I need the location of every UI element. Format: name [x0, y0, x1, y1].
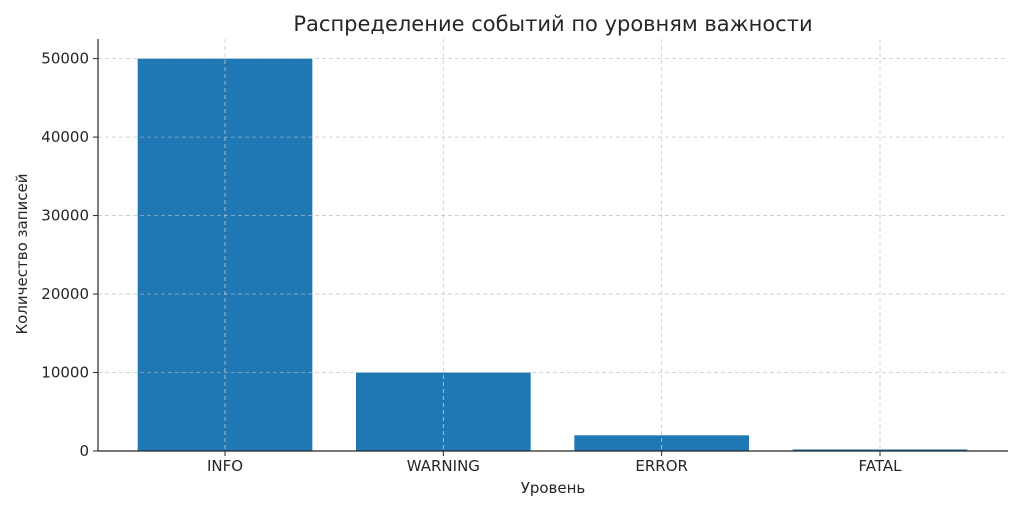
axes [97, 39, 1008, 452]
y-tick-label: 50000 [41, 50, 89, 68]
bar-fatal [792, 449, 968, 451]
y-tick-label: 30000 [41, 207, 89, 225]
x-tick-label: INFO [207, 457, 243, 475]
y-axis-label: Количество записей [13, 174, 31, 335]
x-tick-label: ERROR [635, 457, 688, 475]
bar-error [574, 435, 749, 451]
y-ticks: 0 10000 20000 30000 40000 50000 [41, 50, 98, 460]
y-tick-label: 0 [79, 442, 89, 460]
y-tick-label: 20000 [41, 285, 89, 303]
grid-overlay [98, 39, 1008, 451]
chart-title: Распределение событий по уровням важност… [293, 12, 812, 36]
x-tick-label: WARNING [407, 457, 480, 475]
x-axis-label: Уровень [521, 479, 586, 497]
x-tick-label: FATAL [859, 457, 903, 475]
bars [137, 58, 968, 451]
y-tick-label: 40000 [41, 128, 89, 146]
x-ticks: INFO WARNING ERROR FATAL [207, 451, 902, 475]
y-tick-label: 10000 [41, 364, 89, 382]
